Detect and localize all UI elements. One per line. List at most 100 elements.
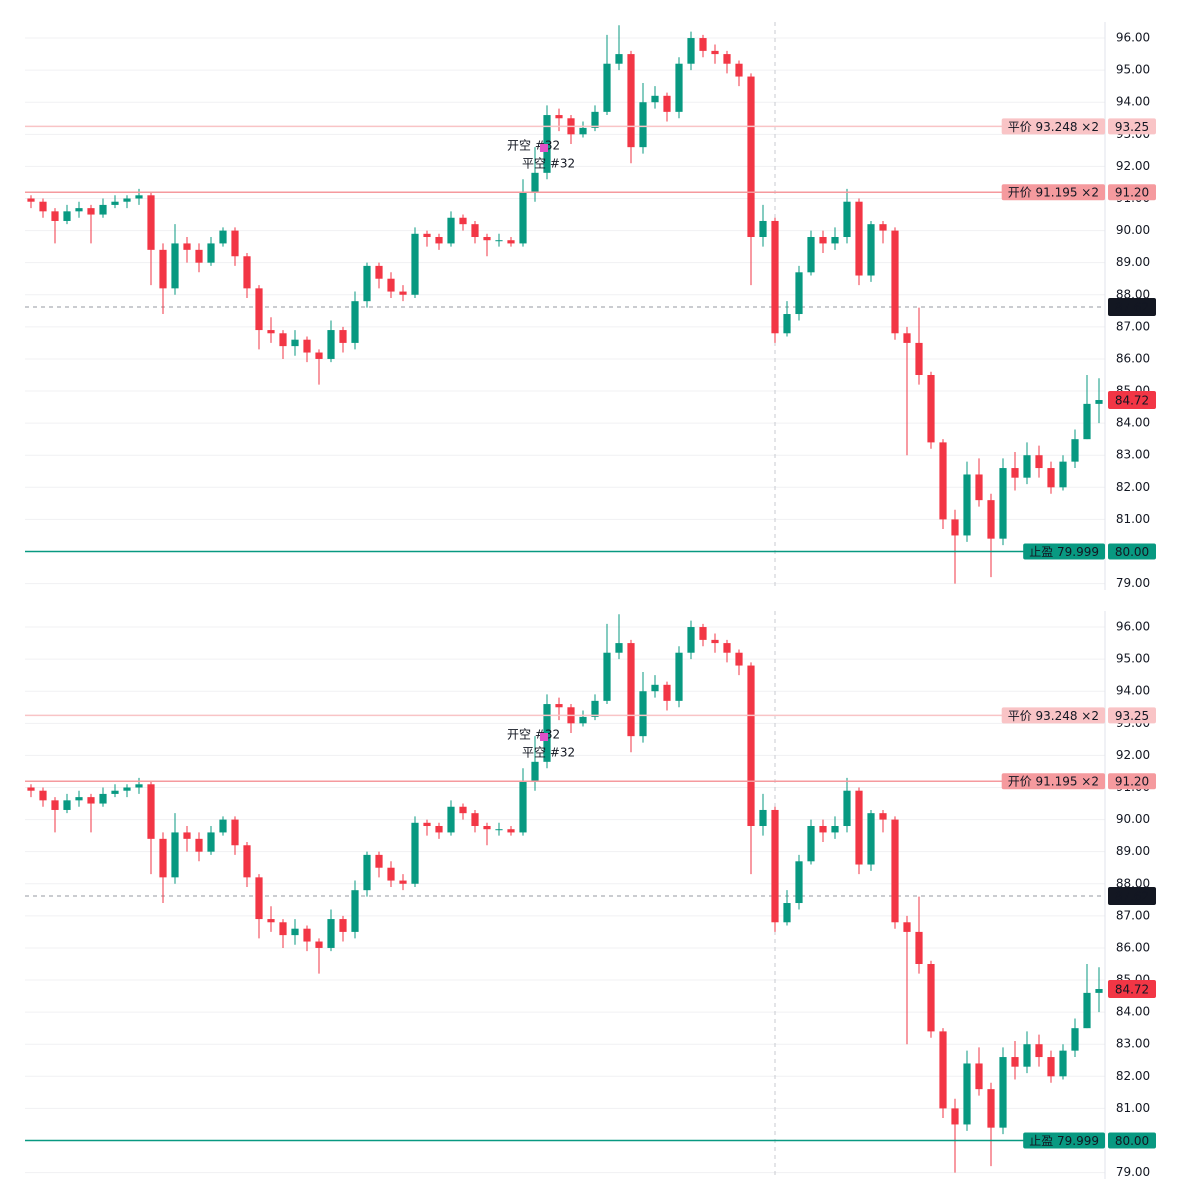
candle-body (663, 684, 671, 701)
candle-body (39, 790, 47, 801)
candle-body (243, 845, 251, 878)
candle-body (327, 919, 335, 948)
candle-body (795, 272, 803, 315)
candle-body (75, 797, 83, 801)
crosshair-tag: 87.62 (1115, 300, 1149, 314)
candle-body (915, 931, 923, 964)
y-tick-label: 87.00 (1116, 908, 1150, 922)
candle-body (747, 76, 755, 238)
candle-body (147, 784, 155, 839)
candle-body (627, 54, 635, 148)
level-price-label: 80.00 (1115, 1134, 1149, 1148)
candle-body (435, 237, 443, 244)
candle-body (483, 826, 491, 830)
y-tick-label: 86.00 (1116, 351, 1150, 365)
candle-body (1023, 455, 1031, 478)
candle-body (111, 201, 119, 205)
candle-body (1011, 468, 1019, 478)
y-tick-label: 89.00 (1116, 255, 1150, 269)
candle-body (831, 237, 839, 244)
candle-body (591, 111, 599, 128)
candle-body (51, 800, 59, 810)
candle-body (1095, 400, 1103, 404)
level-price-label: 93.25 (1115, 709, 1149, 723)
candle-body (411, 822, 419, 884)
candle-body (63, 800, 71, 810)
trade-marker: 平空 #32 (522, 746, 575, 760)
candle-body (183, 243, 191, 250)
candle-body (231, 819, 239, 846)
level-label-bg (1001, 184, 1105, 201)
candle-body (579, 716, 587, 724)
candle-body (1047, 1057, 1055, 1077)
candle-body (543, 704, 551, 762)
candle-body (447, 806, 455, 833)
candle-body (951, 1108, 959, 1125)
candle-body (1059, 1050, 1067, 1077)
candle-body (723, 54, 731, 64)
trade-marker: 平空 #32 (522, 157, 575, 171)
candle-body (315, 941, 323, 948)
candle-body (663, 95, 671, 112)
y-tick-label: 84.00 (1116, 416, 1150, 430)
candle-body (639, 102, 647, 148)
candle-body (483, 237, 491, 241)
candle-body (819, 237, 827, 244)
candle-body (159, 838, 167, 878)
candle-body (423, 233, 431, 238)
candle-body (411, 233, 419, 295)
candle-body (615, 643, 623, 653)
candle-body (531, 761, 539, 782)
candle-body (759, 809, 767, 827)
candle-body (687, 38, 695, 64)
candle-body (603, 652, 611, 701)
candle-body (891, 230, 899, 334)
candle-body (1047, 468, 1055, 488)
level-price-label: 80.00 (1115, 545, 1149, 559)
last-price-tag-bg (1108, 980, 1156, 999)
candle-body (723, 643, 731, 653)
level-price-bg (1108, 773, 1156, 790)
level-label: 开价 91.195 ×2 (1008, 775, 1099, 789)
candle-body (123, 198, 131, 202)
candle-body (843, 790, 851, 827)
candle-body (387, 867, 395, 881)
candle-body (1083, 403, 1091, 440)
candle-body (231, 230, 239, 257)
candle-body (555, 704, 563, 708)
candle-body (195, 838, 203, 852)
y-tick-label: 95.00 (1116, 652, 1150, 666)
candle-body (699, 38, 707, 51)
crosshair-tag: 87.62 (1115, 889, 1149, 903)
candle-body (87, 208, 95, 215)
candle-body (363, 854, 371, 891)
candle-body (279, 922, 287, 936)
candle-body (795, 861, 803, 904)
candle-body (807, 826, 815, 862)
candle-body (471, 813, 479, 827)
y-tick-label: 83.00 (1116, 448, 1150, 462)
candle-body (807, 237, 815, 273)
level-label-bg (1023, 543, 1105, 560)
candle-body (855, 201, 863, 276)
candle-body (87, 797, 95, 804)
y-tick-label: 82.00 (1116, 480, 1150, 494)
candle-body (387, 278, 395, 292)
candle-body (507, 240, 515, 244)
y-tick-label: 83.00 (1116, 1037, 1150, 1051)
candle-body (939, 442, 947, 520)
candle-body (903, 333, 911, 343)
candle-body (555, 115, 563, 119)
candle-body (1095, 989, 1103, 993)
candle-body (291, 339, 299, 347)
candle-body (771, 220, 779, 334)
y-tick-label: 79.00 (1116, 576, 1150, 590)
y-tick-label: 88.00 (1116, 287, 1150, 301)
trade-marker-icon (540, 144, 548, 152)
candle-body (1035, 1044, 1043, 1058)
candle-body (999, 468, 1007, 539)
candle-body (327, 330, 335, 359)
level-label-bg (1001, 773, 1105, 790)
y-tick-label: 96.00 (1116, 31, 1150, 45)
candle-body (615, 54, 623, 64)
